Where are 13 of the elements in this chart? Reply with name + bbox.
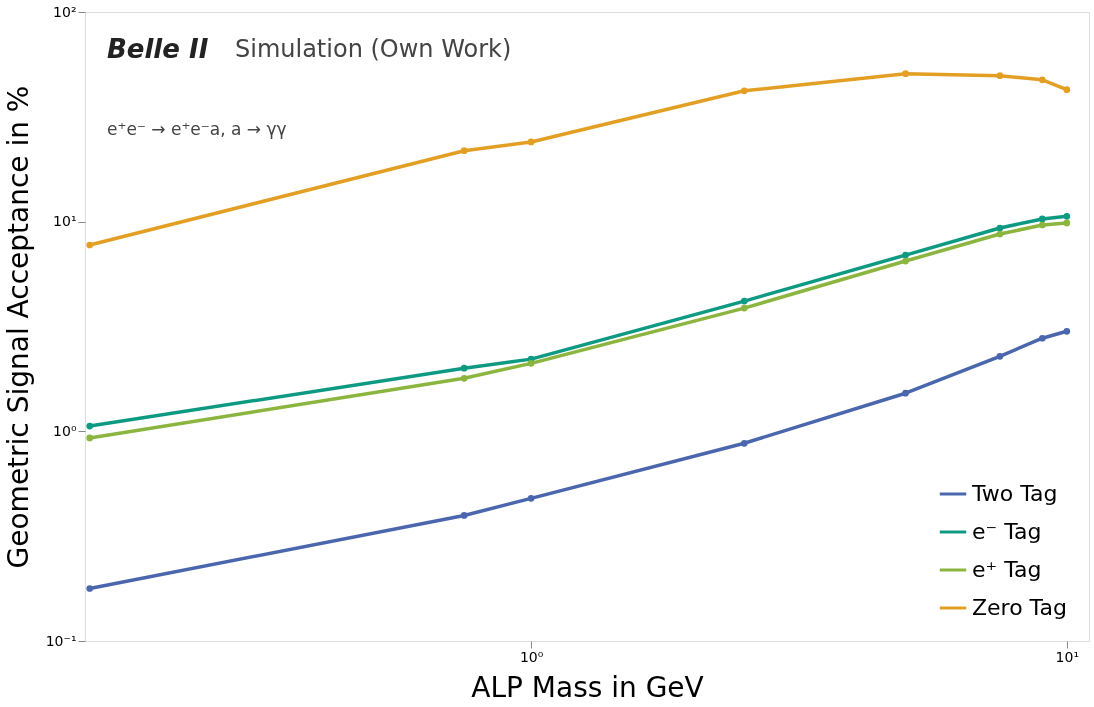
y-axis-title: Geometric Signal Acceptance in % xyxy=(1,85,35,569)
y-tick-label: 10² xyxy=(53,3,77,20)
legend-label: e⁺ Tag xyxy=(972,557,1042,582)
annotation: Belle II xyxy=(107,34,209,64)
legend-label: Two Tag xyxy=(971,481,1058,506)
y-tick-label: 10⁰ xyxy=(53,422,77,439)
legend-label: e⁻ Tag xyxy=(972,519,1042,544)
legend-label: Zero Tag xyxy=(972,595,1067,620)
y-tick-label: 10¹ xyxy=(53,213,77,230)
x-axis-title: ALP Mass in GeV xyxy=(471,670,704,704)
y-tick-label: 10⁻¹ xyxy=(45,632,77,649)
annotation: Simulation (Own Work) xyxy=(235,35,512,63)
annotation: e⁺e⁻ → e⁺e⁻a, a → γγ xyxy=(107,119,287,139)
